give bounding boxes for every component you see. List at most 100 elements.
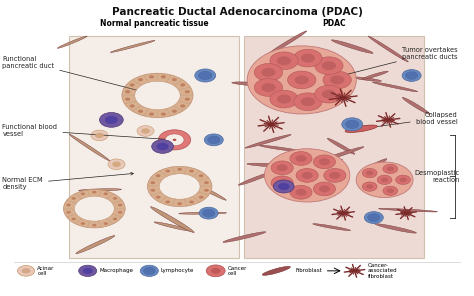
Ellipse shape bbox=[402, 97, 430, 115]
Circle shape bbox=[147, 166, 212, 207]
Circle shape bbox=[74, 196, 114, 221]
Circle shape bbox=[161, 75, 166, 78]
Ellipse shape bbox=[158, 187, 205, 189]
FancyBboxPatch shape bbox=[69, 36, 239, 258]
Circle shape bbox=[149, 112, 154, 116]
Circle shape bbox=[156, 174, 161, 177]
Circle shape bbox=[140, 265, 158, 276]
Circle shape bbox=[383, 164, 398, 173]
Circle shape bbox=[135, 81, 180, 110]
Text: Acinar
cell: Acinar cell bbox=[37, 266, 55, 276]
Circle shape bbox=[381, 178, 388, 182]
Circle shape bbox=[362, 182, 377, 191]
Circle shape bbox=[313, 182, 336, 196]
Text: Desmoplastic
reaction: Desmoplastic reaction bbox=[415, 170, 460, 183]
Circle shape bbox=[290, 185, 312, 199]
Ellipse shape bbox=[223, 232, 266, 242]
Text: Normal pancreatic tissue: Normal pancreatic tissue bbox=[100, 19, 209, 28]
Circle shape bbox=[156, 143, 169, 150]
Ellipse shape bbox=[151, 207, 194, 233]
Text: Tumor overtakes
pancreatic ducts: Tumor overtakes pancreatic ducts bbox=[328, 47, 457, 80]
Text: Pancreatic Ductal Adenocarcinoma (PDAC): Pancreatic Ductal Adenocarcinoma (PDAC) bbox=[111, 7, 363, 17]
Circle shape bbox=[138, 110, 143, 113]
Circle shape bbox=[313, 155, 336, 169]
Circle shape bbox=[405, 212, 408, 214]
Circle shape bbox=[301, 54, 315, 62]
Circle shape bbox=[290, 152, 312, 165]
Circle shape bbox=[270, 52, 298, 70]
Circle shape bbox=[137, 126, 154, 136]
Circle shape bbox=[95, 133, 104, 138]
Circle shape bbox=[346, 120, 359, 128]
Circle shape bbox=[387, 189, 394, 193]
Circle shape bbox=[294, 49, 322, 67]
Circle shape bbox=[204, 181, 209, 184]
Ellipse shape bbox=[57, 36, 87, 48]
Ellipse shape bbox=[313, 224, 350, 231]
Circle shape bbox=[342, 212, 345, 214]
Circle shape bbox=[195, 69, 216, 82]
Circle shape bbox=[322, 61, 336, 70]
Circle shape bbox=[383, 186, 398, 195]
Circle shape bbox=[18, 266, 35, 276]
Text: Functional
pancreatic duct: Functional pancreatic duct bbox=[2, 56, 154, 95]
Circle shape bbox=[92, 191, 97, 194]
Circle shape bbox=[204, 189, 209, 192]
Text: Macrophage: Macrophage bbox=[99, 268, 133, 273]
Circle shape bbox=[122, 73, 193, 118]
Circle shape bbox=[377, 175, 392, 184]
Circle shape bbox=[368, 214, 380, 221]
Ellipse shape bbox=[245, 134, 291, 148]
Ellipse shape bbox=[378, 208, 438, 212]
Ellipse shape bbox=[79, 189, 121, 191]
Circle shape bbox=[83, 268, 92, 274]
Circle shape bbox=[66, 211, 71, 214]
Circle shape bbox=[342, 118, 363, 131]
Circle shape bbox=[315, 85, 343, 103]
Circle shape bbox=[177, 168, 182, 171]
Circle shape bbox=[125, 98, 130, 101]
Circle shape bbox=[400, 178, 407, 182]
Circle shape bbox=[189, 170, 194, 173]
Circle shape bbox=[66, 204, 71, 206]
Circle shape bbox=[199, 207, 218, 219]
Circle shape bbox=[288, 71, 316, 89]
Ellipse shape bbox=[76, 236, 115, 254]
Circle shape bbox=[100, 112, 123, 127]
Text: Lymphocyte: Lymphocyte bbox=[161, 268, 194, 273]
Circle shape bbox=[277, 164, 288, 171]
Circle shape bbox=[185, 90, 190, 93]
Circle shape bbox=[150, 181, 155, 184]
Circle shape bbox=[177, 202, 182, 205]
Circle shape bbox=[295, 155, 307, 162]
Circle shape bbox=[159, 174, 200, 199]
Circle shape bbox=[322, 90, 336, 99]
Circle shape bbox=[366, 184, 374, 189]
Circle shape bbox=[161, 112, 166, 116]
Text: Normal ECM
density: Normal ECM density bbox=[2, 172, 134, 190]
Ellipse shape bbox=[362, 71, 388, 79]
Ellipse shape bbox=[154, 222, 192, 231]
Ellipse shape bbox=[232, 82, 284, 87]
Circle shape bbox=[206, 265, 225, 277]
Circle shape bbox=[152, 140, 173, 153]
Circle shape bbox=[108, 159, 125, 170]
Circle shape bbox=[72, 218, 76, 220]
Circle shape bbox=[202, 209, 215, 217]
Circle shape bbox=[270, 123, 273, 125]
Circle shape bbox=[180, 104, 185, 108]
Ellipse shape bbox=[266, 31, 307, 56]
Circle shape bbox=[356, 162, 413, 198]
Ellipse shape bbox=[373, 82, 418, 92]
Circle shape bbox=[141, 128, 150, 133]
Circle shape bbox=[150, 189, 155, 192]
Ellipse shape bbox=[259, 145, 302, 152]
Circle shape bbox=[144, 267, 155, 274]
Circle shape bbox=[185, 98, 190, 101]
Circle shape bbox=[261, 83, 275, 92]
Circle shape bbox=[365, 212, 383, 223]
Text: Cancer-
associated
fibroblast: Cancer- associated fibroblast bbox=[367, 263, 397, 279]
Circle shape bbox=[125, 90, 130, 93]
Circle shape bbox=[301, 172, 313, 179]
Circle shape bbox=[81, 192, 85, 195]
